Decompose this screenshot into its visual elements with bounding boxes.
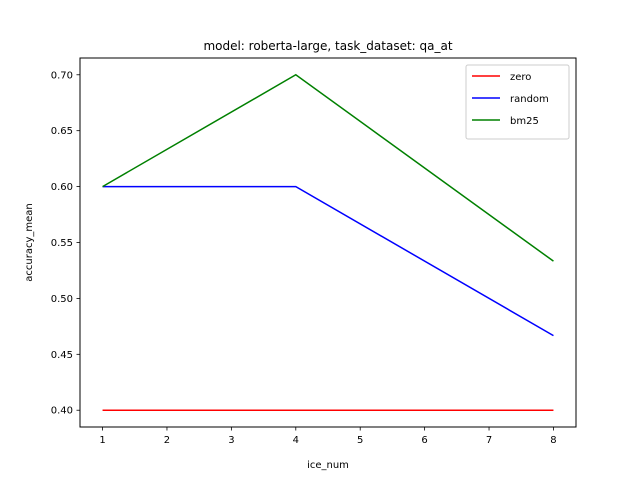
x-tick-label: 5	[357, 435, 363, 446]
plot-area	[102, 73, 554, 411]
x-tick-label: 6	[421, 435, 427, 446]
legend-label-random: random	[510, 94, 549, 105]
y-axis: 0.40 0.45 0.50 0.55 0.60 0.65 0.70	[51, 70, 80, 417]
x-tick-label: 4	[293, 435, 299, 446]
x-tick-label: 7	[486, 435, 492, 446]
y-tick-label: 0.45	[51, 350, 73, 361]
y-tick-label: 0.60	[51, 182, 73, 193]
series-line-bm25	[102, 73, 554, 262]
x-tick-label: 3	[228, 435, 234, 446]
series-line-random	[102, 185, 554, 337]
y-tick-label: 0.50	[51, 294, 73, 305]
legend-label-bm25: bm25	[510, 116, 539, 127]
y-tick-label: 0.40	[51, 406, 73, 417]
chart-title: model: roberta-large, task_dataset: qa_a…	[203, 39, 452, 53]
legend: zero random bm25	[465, 64, 570, 140]
y-tick-label: 0.65	[51, 126, 73, 137]
x-axis-label: ice_num	[307, 460, 349, 471]
x-tick-label: 1	[99, 435, 105, 446]
y-tick-label: 0.55	[51, 238, 73, 249]
y-axis-label: accuracy_mean	[24, 203, 35, 281]
x-axis: 1 2 3 4 5 6 7 8	[99, 427, 557, 446]
legend-label-zero: zero	[510, 72, 531, 83]
y-tick-label: 0.70	[51, 70, 73, 81]
x-tick-label: 8	[550, 435, 556, 446]
x-tick-label: 2	[164, 435, 170, 446]
